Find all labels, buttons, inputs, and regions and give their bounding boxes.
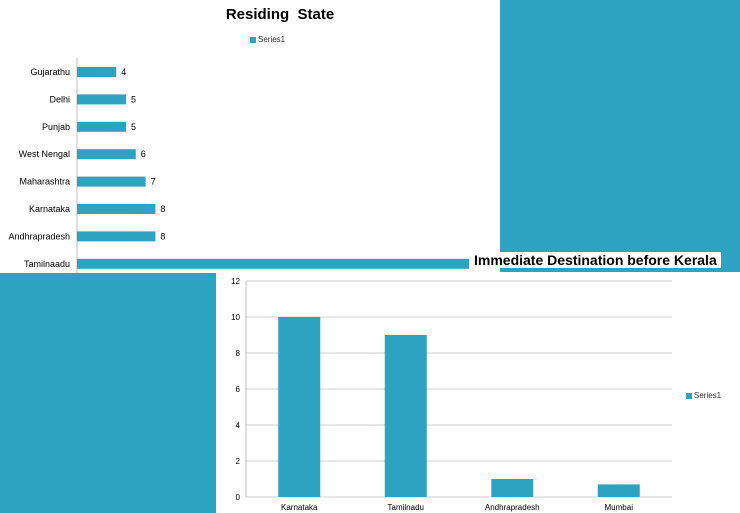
legend-swatch xyxy=(250,36,256,43)
residing-state-plot: Gujarathu 4 Delhi 5 Punjab 5 West Nengal 6 Mahar… xyxy=(8,58,469,273)
residing-state-legend: Series1 xyxy=(250,35,285,44)
immediate-destination-chart: 0 2 4 6 8 10 12 Karnataka Tamilnadu Andhrapradesh… xyxy=(216,272,740,513)
y-tick-label: 0 xyxy=(236,493,241,502)
bar xyxy=(77,149,136,160)
data-label: 5 xyxy=(131,122,136,132)
bar xyxy=(491,479,534,497)
data-label: 8 xyxy=(160,231,165,241)
bar xyxy=(77,67,117,77)
y-tick-label: 6 xyxy=(236,385,241,394)
bar xyxy=(77,231,156,242)
data-label: 4 xyxy=(121,67,126,77)
legend-swatch xyxy=(686,392,692,399)
category-label: Gujarathu xyxy=(30,67,70,77)
category-label: Maharashtra xyxy=(19,177,70,187)
category-label: Tamilnadu xyxy=(388,503,424,512)
legend-label: Series1 xyxy=(258,35,286,44)
bar xyxy=(597,484,640,497)
bar xyxy=(384,335,427,497)
y-tick-label: 8 xyxy=(236,349,241,358)
bar xyxy=(77,121,126,132)
category-label: Delhi xyxy=(49,94,70,104)
bar xyxy=(77,258,469,269)
category-label: Mumbai xyxy=(605,503,634,512)
bar xyxy=(77,176,146,187)
category-label: Karnataka xyxy=(29,204,70,214)
y-tick-label: 10 xyxy=(231,313,240,322)
category-label: Punjab xyxy=(42,122,70,132)
data-label: 7 xyxy=(151,177,156,187)
immediate-destination-title: Immediate Destination before Kerala xyxy=(470,252,721,268)
legend-label: Series1 xyxy=(694,391,722,400)
immediate-destination-legend: Series1 xyxy=(686,391,721,400)
residing-state-chart: Gujarathu 4 Delhi 5 Punjab 5 West Nengal 6 Mahar… xyxy=(0,0,500,273)
category-label: West Nengal xyxy=(19,149,70,159)
bar xyxy=(278,317,321,497)
category-label: Andhrapradesh xyxy=(485,503,540,512)
y-tick-label: 2 xyxy=(236,457,241,466)
category-label: Andhrapradesh xyxy=(8,231,70,241)
immediate-destination-plot: 0 2 4 6 8 10 12 Karnataka Tamilnadu Andhrapradesh… xyxy=(231,277,672,512)
y-tick-label: 12 xyxy=(231,277,240,286)
data-label: 6 xyxy=(141,149,146,159)
data-label: 5 xyxy=(131,94,136,104)
bar xyxy=(77,204,156,214)
category-label: Tamilnaadu xyxy=(24,259,70,269)
bar xyxy=(77,94,126,105)
category-label: Karnataka xyxy=(281,503,318,512)
data-label: 8 xyxy=(160,204,165,214)
residing-state-title: Residing State xyxy=(225,6,335,23)
y-tick-label: 4 xyxy=(236,421,241,430)
